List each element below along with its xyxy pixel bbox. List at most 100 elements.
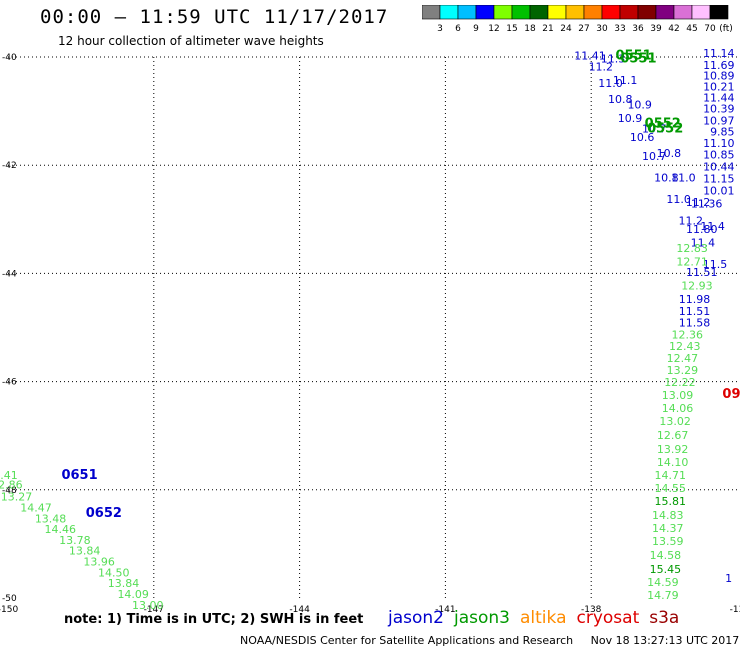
colorbar-tick-label: 12 xyxy=(488,24,499,34)
swh-point-label: 11.1 xyxy=(613,74,638,87)
colorbar-tick-label: 36 xyxy=(632,24,644,34)
swh-point-label: 12.22 xyxy=(664,376,696,389)
swh-point-label: 11.36 xyxy=(691,197,723,210)
legend-entry-jason2: jason2 xyxy=(388,608,444,628)
swh-point-label: 13.48 xyxy=(35,512,67,525)
x-tick-label: -141 xyxy=(435,605,455,615)
colorbar-tick-label: 42 xyxy=(668,24,679,34)
swh-point-label: 10.6 xyxy=(630,131,655,144)
swh-point-label: 11.69 xyxy=(703,59,735,72)
colorbar-tick-label: 15 xyxy=(506,24,517,34)
swh-point-label: 11.2 xyxy=(678,215,703,228)
swh-point-label: 13.84 xyxy=(69,545,101,558)
x-tick-label: -144 xyxy=(289,605,310,615)
swh-point-label: 11.41 xyxy=(574,50,606,63)
legend-entry-cryosat: cryosat xyxy=(576,608,640,628)
swh-point-label: 11.4 xyxy=(700,220,725,233)
swh-point-label: 12.47 xyxy=(667,352,699,365)
pass-time-label: 0652 xyxy=(86,506,122,521)
swh-point-label: 10.39 xyxy=(703,103,735,116)
colorbar-tick-label: 9 xyxy=(473,24,479,34)
legend-entry-altika: altika xyxy=(520,608,567,628)
legend-entry-jason3: jason3 xyxy=(454,608,510,628)
swh-point-label: 14.09 xyxy=(117,588,149,601)
colorbar-tick-label: 33 xyxy=(614,24,625,34)
swh-point-label: 13.29 xyxy=(667,364,699,377)
swh-point-label: 12.36 xyxy=(671,328,703,341)
swh-point-label: 13.02 xyxy=(659,415,691,428)
swh-point-label: 14.46 xyxy=(45,523,77,536)
swh-point-label: 14.55 xyxy=(654,482,686,495)
swh-point-label: 10.89 xyxy=(703,70,735,83)
footer-note: note: 1) Time is in UTC; 2) SWH is in fe… xyxy=(64,612,364,627)
swh-point-label: 14.59 xyxy=(647,576,679,589)
pass-time-label: 0551 xyxy=(616,49,652,64)
swh-point-label: 11.2 xyxy=(589,61,614,74)
swh-point-label: 13.09 xyxy=(662,389,694,402)
colorbar-tick-label: 21 xyxy=(542,24,553,34)
swh-point-label: 11.58 xyxy=(679,316,711,329)
legend-entry-s3a: s3a xyxy=(649,608,680,628)
swh-point-label: 14.10 xyxy=(657,456,689,469)
y-tick-label: -40 xyxy=(2,53,17,63)
swh-point-label: 11.44 xyxy=(703,91,735,104)
y-tick-label: -42 xyxy=(2,161,17,171)
swh-point-label: 11.15 xyxy=(703,173,735,186)
colorbar-tick-label: 27 xyxy=(578,24,589,34)
swh-point-label: 15.81 xyxy=(654,495,686,508)
swh-point-label: 15.45 xyxy=(650,563,682,576)
colorbar-tick-label: 6 xyxy=(455,24,461,34)
colorbar-unit: (ft) xyxy=(719,24,733,34)
pass-time-label: 0552 xyxy=(647,122,683,137)
swh-point-label: 10.8 xyxy=(654,171,679,184)
colorbar-tick-label: 39 xyxy=(650,24,662,34)
swh-point-label: 14.50 xyxy=(98,566,130,579)
colorbar-tick-label: 24 xyxy=(560,24,572,34)
swh-point-label: 12.86 xyxy=(0,479,23,492)
pass-time-label: 0552 xyxy=(645,116,681,131)
y-tick-label: -50 xyxy=(2,594,17,604)
y-tick-label: -44 xyxy=(2,269,17,279)
colorbar-tick-label: 3 xyxy=(437,24,443,34)
swh-point-label: 12.83 xyxy=(676,242,708,255)
swh-point-label: 11.14 xyxy=(703,47,735,60)
swh-point-label: 14.83 xyxy=(652,509,684,522)
swh-point-label: 10.44 xyxy=(703,161,735,174)
swh-point-label: 13.00 xyxy=(132,599,164,612)
x-tick-label: -138 xyxy=(581,605,602,615)
swh-point-label: 1 xyxy=(725,572,732,585)
satellite-legend: jason2 jason3 altika cryosat s3a xyxy=(388,608,689,628)
swh-point-label: 10.7 xyxy=(642,123,667,136)
pass-time-label: 0908 xyxy=(722,387,740,402)
swh-point-label: 14.06 xyxy=(662,402,694,415)
swh-point-label: 12.67 xyxy=(657,429,689,442)
swh-point-label: 14.37 xyxy=(652,522,684,535)
swh-point-label: 12.71 xyxy=(676,255,708,268)
x-tick-label: -13 xyxy=(730,605,740,615)
swh-point-label: 10.21 xyxy=(703,81,735,94)
swh-point-label: 10.01 xyxy=(703,184,735,197)
swh-point-label: 10.7 xyxy=(642,150,667,163)
swh-point-label: 13.92 xyxy=(657,443,689,456)
swh-point-label: 13.84 xyxy=(108,577,140,590)
swh-point-label: 10.9 xyxy=(627,98,652,111)
swh-point-label: 13.96 xyxy=(83,556,115,569)
x-tick-label: -147 xyxy=(144,605,164,615)
swh-point-label: 14.79 xyxy=(647,589,679,602)
pass-time-label: 0551 xyxy=(620,51,656,66)
colorbar-tick-label: 30 xyxy=(596,24,608,34)
swh-point-label: 11.0 xyxy=(666,193,691,206)
swh-point-label: 11.51 xyxy=(679,305,711,318)
generation-timestamp: Nov 18 13:27:13 UTC 2017 xyxy=(590,634,740,647)
swh-point-label: 10.9 xyxy=(618,112,643,125)
swh-point-label: 14.71 xyxy=(654,469,686,482)
credit-text: NOAA/NESDIS Center for Satellite Applica… xyxy=(240,634,574,647)
swh-point-label: 12.43 xyxy=(669,340,701,353)
swh-point-label: 13.78 xyxy=(59,534,91,547)
swh-point-label: 12.93 xyxy=(681,280,713,293)
swh-point-label: 10.85 xyxy=(703,149,735,162)
swh-point-label: 11.0 xyxy=(671,171,696,184)
swh-point-label: 11.4 xyxy=(691,236,716,249)
y-tick-label: -46 xyxy=(2,378,17,388)
